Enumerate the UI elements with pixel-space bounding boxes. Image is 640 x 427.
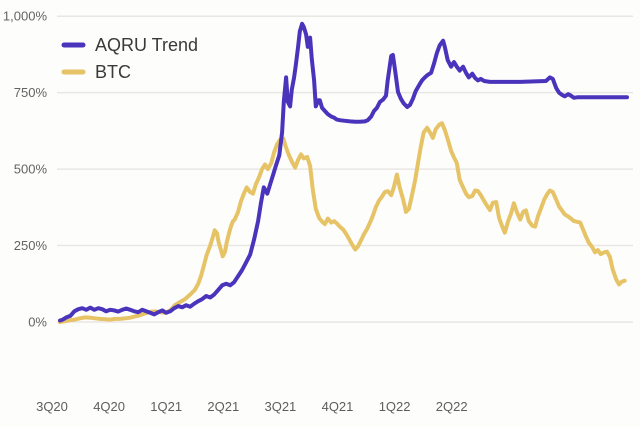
y-axis-tick-labels: 1,000% 750% 500% 250% 0%: [3, 9, 48, 330]
y-axis-tick-label: 500%: [14, 162, 48, 177]
legend-item-btc: BTC: [61, 62, 131, 82]
x-axis-tick-labels: 3Q20 4Q20 1Q21 2Q21 3Q21 4Q21 1Q22 2Q22: [36, 399, 468, 414]
x-axis-tick-label: 1Q21: [150, 399, 182, 414]
y-axis-tick-label: 250%: [14, 238, 48, 253]
x-axis-tick-label: 3Q21: [264, 399, 296, 414]
legend-label-btc: BTC: [95, 62, 131, 82]
legend-item-aqru: AQRU Trend: [61, 35, 198, 55]
x-axis-tick-label: 2Q21: [207, 399, 239, 414]
x-axis-tick-label: 1Q22: [379, 399, 411, 414]
legend-label-aqru: AQRU Trend: [95, 35, 198, 55]
y-axis-tick-label: 750%: [14, 85, 48, 100]
x-axis-tick-label: 2Q22: [436, 399, 468, 414]
x-axis-tick-label: 4Q20: [93, 399, 125, 414]
aqru-trend-line: [58, 21, 629, 323]
x-axis-tick-label: 3Q20: [36, 399, 68, 414]
btc-line: [58, 121, 627, 324]
y-axis-tick-label: 0%: [28, 315, 47, 330]
y-axis-tick-label: 1,000%: [3, 9, 48, 24]
gridlines: [57, 15, 633, 323]
x-axis-tick-label: 4Q21: [322, 399, 354, 414]
legend: AQRU Trend BTC: [61, 35, 198, 82]
